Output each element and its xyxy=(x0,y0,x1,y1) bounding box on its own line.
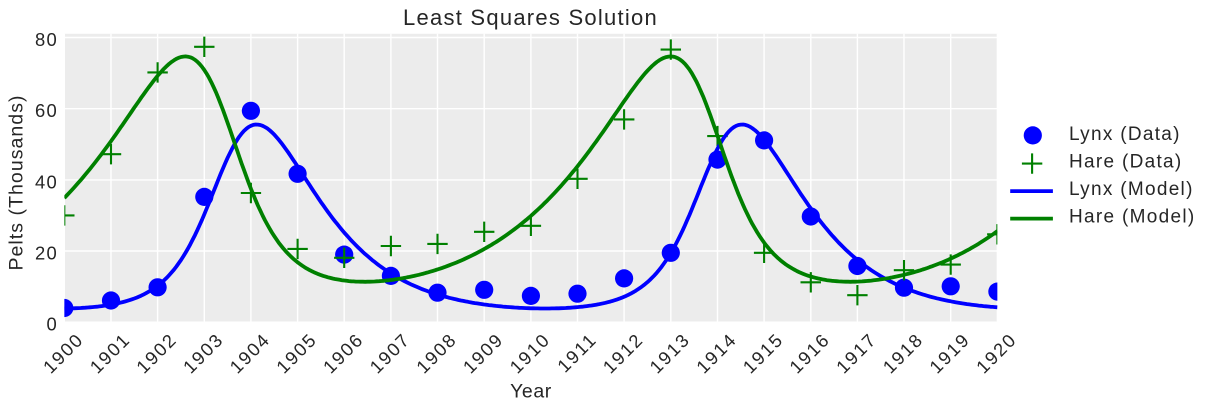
svg-text:Year: Year xyxy=(510,381,552,403)
svg-text:Pelts (Thousands): Pelts (Thousands) xyxy=(5,94,27,270)
svg-text:0: 0 xyxy=(46,314,58,335)
svg-text:60: 60 xyxy=(35,100,58,121)
svg-text:Hare (Model): Hare (Model) xyxy=(1069,207,1195,228)
svg-text:20: 20 xyxy=(35,242,58,263)
svg-text:40: 40 xyxy=(35,171,58,192)
svg-text:Lynx (Data): Lynx (Data) xyxy=(1069,124,1181,145)
svg-text:80: 80 xyxy=(35,29,58,50)
svg-text:Lynx (Model): Lynx (Model) xyxy=(1069,179,1194,200)
svg-text:Hare (Data): Hare (Data) xyxy=(1069,152,1183,173)
svg-text:Least Squares Solution: Least Squares Solution xyxy=(403,5,658,30)
